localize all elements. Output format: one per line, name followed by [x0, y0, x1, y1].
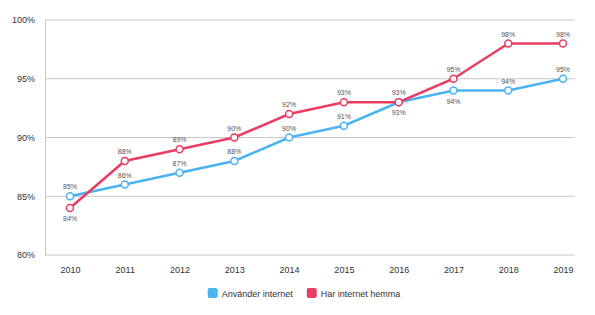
x-tick: 2012: [170, 255, 190, 275]
data-label: 90%: [282, 125, 296, 132]
x-tick-label: 2019: [553, 265, 573, 275]
data-label: 89%: [173, 136, 187, 143]
x-tick-label: 2012: [170, 265, 190, 275]
point-marker: [231, 134, 238, 141]
data-labels: 85% 86% 87% 88% 90% 91% 93% 94% 94% 95% 84% 88% 89% 9…: [63, 31, 570, 223]
point-marker: [505, 87, 512, 94]
data-label: 98%: [556, 31, 570, 38]
data-label: 91%: [337, 113, 351, 120]
y-tick: 85%: [17, 192, 45, 202]
grid-line: [45, 78, 575, 79]
x-tick-label: 2010: [60, 265, 80, 275]
x-tick-label: 2011: [116, 265, 135, 275]
series-line: [70, 44, 563, 209]
x-tick-label: 2016: [389, 265, 409, 275]
point-marker: [560, 40, 567, 47]
y-tick-label: 85%: [17, 192, 35, 202]
x-tick-label: 2017: [444, 265, 464, 275]
x-tick: 2011: [116, 255, 135, 275]
data-label: 87%: [173, 160, 187, 167]
y-tick-label: 80%: [17, 250, 35, 260]
x-tick: 2013: [225, 255, 245, 275]
x-tick-label: 2013: [225, 265, 245, 275]
x-tick: 2010: [60, 255, 80, 275]
y-tick-label: 90%: [17, 133, 35, 143]
data-label: 98%: [501, 31, 515, 38]
y-tick: 95%: [17, 74, 45, 84]
point-marker: [67, 193, 74, 200]
data-label: 95%: [446, 66, 460, 73]
x-tick-label: 2018: [499, 265, 519, 275]
grid-line: [45, 196, 575, 197]
x-tick-label: 2015: [334, 265, 354, 275]
x-tick: 2018: [499, 255, 519, 275]
x-tick-label: 2014: [280, 265, 300, 275]
y-tick: 90%: [17, 133, 45, 143]
grid-line: [45, 20, 575, 21]
point-marker: [286, 134, 293, 141]
data-label: 93%: [392, 89, 406, 96]
y-axis-line: [45, 21, 46, 256]
point-marker: [121, 158, 128, 165]
y-tick: 100%: [12, 15, 45, 25]
y-tick: 80%: [17, 250, 45, 260]
point-marker: [231, 158, 238, 165]
grid-line: [45, 137, 575, 138]
point-marker: [121, 181, 128, 188]
legend-swatch: [208, 288, 218, 298]
point-marker: [286, 111, 293, 118]
data-label: 93%: [337, 89, 351, 96]
data-label: 88%: [118, 148, 132, 155]
data-label: 85%: [63, 183, 77, 190]
data-label: 88%: [227, 148, 241, 155]
data-label: 90%: [227, 125, 241, 132]
point-marker: [450, 87, 457, 94]
data-label: 92%: [282, 101, 296, 108]
legend-item: Använder internet: [208, 288, 294, 299]
data-label: 86%: [118, 172, 132, 179]
grid-line: [45, 255, 575, 256]
grid: [45, 20, 575, 255]
y-axis: 80% 85% 90% 95% 100%: [12, 15, 46, 260]
point-marker: [340, 99, 347, 106]
x-tick: 2015: [334, 255, 354, 275]
series-line: [70, 79, 563, 197]
point-marker: [340, 122, 347, 129]
y-tick-label: 100%: [12, 15, 35, 25]
x-tick: 2016: [389, 255, 409, 275]
point-marker: [176, 169, 183, 176]
data-label: 84%: [63, 215, 77, 222]
chart: 80% 85% 90% 95% 100% 2010 2011 2012 2013 2014 2015…: [0, 0, 595, 315]
legend-label: Har internet hemma: [321, 289, 401, 299]
legend-swatch: [307, 288, 317, 298]
x-axis: 2010 2011 2012 2013 2014 2015 2016 2017 2018 2019: [60, 255, 573, 275]
x-axis-line: [71, 255, 564, 256]
legend-item: Har internet hemma: [307, 288, 401, 299]
y-tick-label: 95%: [17, 74, 35, 84]
data-label: 93%: [392, 109, 406, 116]
legend-label: Använder internet: [222, 289, 294, 299]
point-marker: [67, 205, 74, 212]
x-tick: 2019: [553, 255, 573, 275]
x-tick: 2017: [444, 255, 464, 275]
data-label: 95%: [556, 66, 570, 73]
point-marker: [176, 146, 183, 153]
legend: Använder internet Har internet hemma: [208, 288, 401, 299]
data-label: 94%: [446, 98, 460, 105]
data-label: 94%: [501, 78, 515, 85]
plot-area: [67, 40, 567, 212]
point-marker: [560, 75, 567, 82]
x-tick: 2014: [280, 255, 300, 275]
point-marker: [450, 75, 457, 82]
point-marker: [505, 40, 512, 47]
point-marker: [395, 99, 402, 106]
point-marker: [395, 99, 402, 106]
